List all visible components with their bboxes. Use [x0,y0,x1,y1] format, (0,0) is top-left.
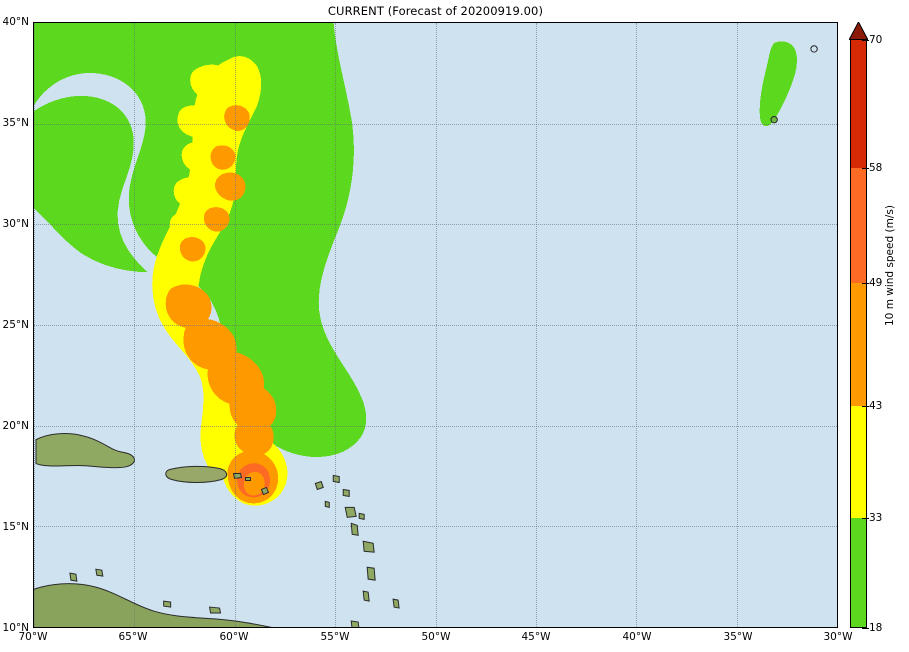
colorbar-band-58-70 [851,40,866,168]
x-tick-label: 30°W [823,631,853,643]
wind-speed-swath [34,23,798,506]
land-features [34,433,400,627]
island-hispaniola [35,433,135,469]
gridlines [34,23,837,627]
colorbar-extend-arrow [849,22,868,40]
chart-title: CURRENT (Forecast of 20200919.00) [327,4,544,18]
station-markers [770,45,818,124]
colorbar-tick-label: 70 [869,34,883,46]
x-tick-label: 65°W [118,631,148,643]
island-puerto-rico [165,465,228,483]
map-axes [33,22,838,628]
x-tick-label: 35°W [723,631,753,643]
band-18-33-nw [34,95,148,273]
x-tick-label: 70°W [18,631,48,643]
x-tick-label: 50°W [421,631,451,643]
band-33-43-north-fringe [169,64,232,243]
x-tick-label: 40°W [622,631,652,643]
x-tick-label: 60°W [219,631,249,643]
x-tick-label: 45°W [521,631,551,643]
colorbar-band-18-33 [851,518,866,627]
band-18-33-ne-patch [759,41,798,127]
colorbar-band-49-58 [851,168,866,283]
x-tick-label: 55°W [320,631,350,643]
colorbar-tick-label: 43 [869,400,883,412]
islands-virgin [232,473,251,481]
colorbar [850,39,867,628]
colorbar-tick-label: 49 [869,277,883,289]
coast-south-america [34,583,272,627]
map-clip [34,23,837,627]
colorbar-tick-label: 33 [869,512,883,524]
colorbar-band-33-43 [851,406,866,518]
colorbar-axis-label: 10 m wind speed (m/s) [884,205,896,326]
colorbar-tick-label: 18 [869,622,883,634]
islets-caribbean [69,568,222,614]
colorbar-tick-label: 58 [869,162,883,174]
colorbar-band-43-49 [851,283,866,406]
